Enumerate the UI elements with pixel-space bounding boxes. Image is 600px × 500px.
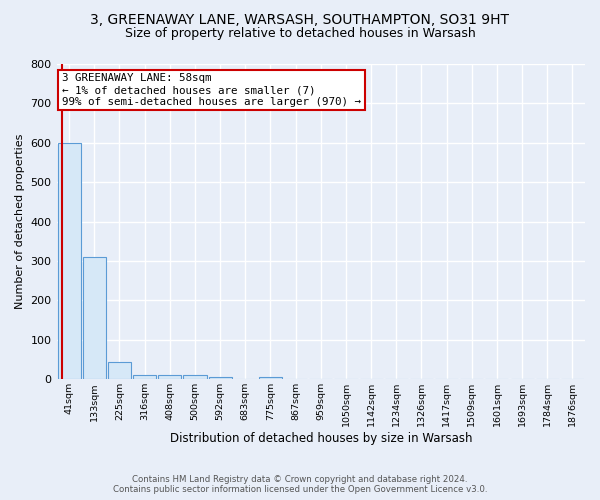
Bar	[158, 374, 181, 380]
Text: 3, GREENAWAY LANE, WARSASH, SOUTHAMPTON, SO31 9HT: 3, GREENAWAY LANE, WARSASH, SOUTHAMPTON,…	[91, 12, 509, 26]
Text: Size of property relative to detached houses in Warsash: Size of property relative to detached ho…	[125, 28, 475, 40]
Bar	[83, 257, 106, 380]
Bar	[184, 374, 206, 380]
Y-axis label: Number of detached properties: Number of detached properties	[15, 134, 25, 310]
Bar	[259, 378, 282, 380]
Bar	[133, 376, 156, 380]
X-axis label: Distribution of detached houses by size in Warsash: Distribution of detached houses by size …	[170, 432, 472, 445]
Text: Contains HM Land Registry data © Crown copyright and database right 2024.
Contai: Contains HM Land Registry data © Crown c…	[113, 474, 487, 494]
Bar	[108, 362, 131, 380]
Bar	[58, 143, 80, 380]
Text: 3 GREENAWAY LANE: 58sqm
← 1% of detached houses are smaller (7)
99% of semi-deta: 3 GREENAWAY LANE: 58sqm ← 1% of detached…	[62, 74, 361, 106]
Bar	[209, 378, 232, 380]
